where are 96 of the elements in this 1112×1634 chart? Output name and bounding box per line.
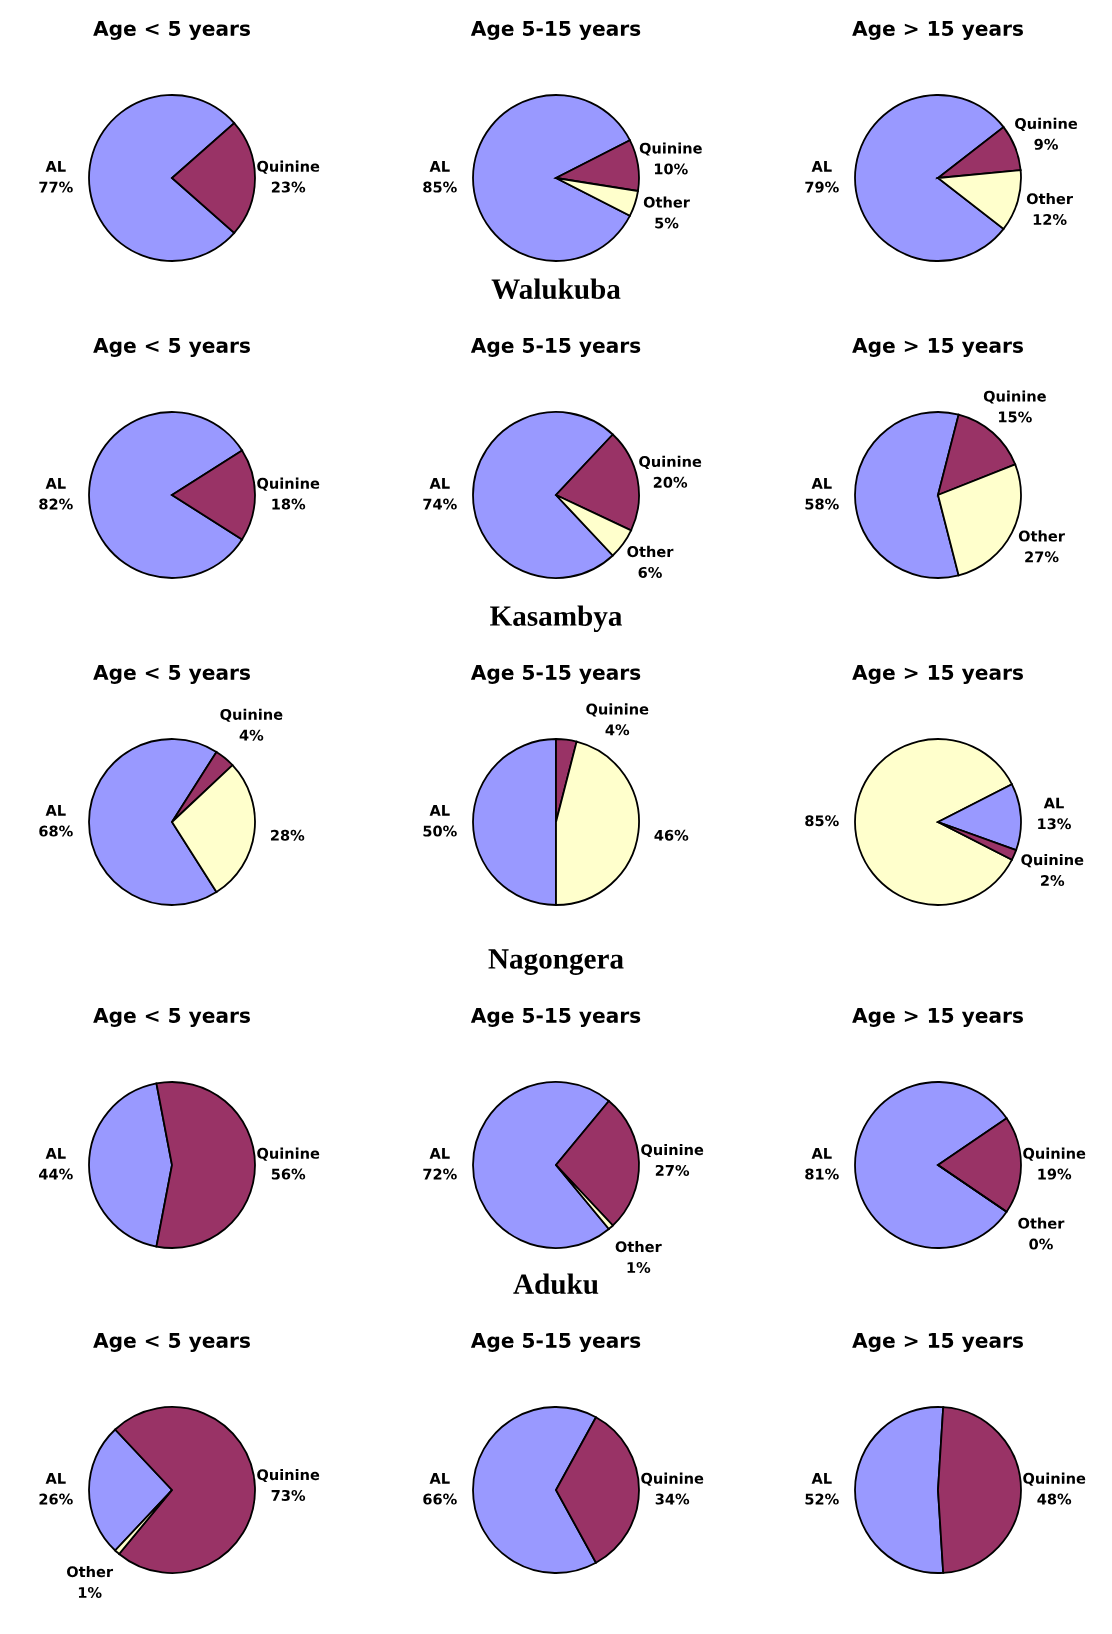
data-label: 85% xyxy=(423,181,457,193)
data-label: 72% xyxy=(423,1168,457,1180)
data-label: 68% xyxy=(39,825,73,837)
slice-label: Quinine xyxy=(639,142,702,156)
slice-label: Quinine xyxy=(1023,1147,1086,1161)
slice-label: Quinine xyxy=(257,1147,320,1161)
slice-label: Other xyxy=(1018,530,1065,542)
chart-title: Age < 5 years xyxy=(93,337,250,358)
chart-title: Age 5-15 years xyxy=(470,1007,641,1028)
data-label: 1% xyxy=(78,1586,102,1598)
chart-title: Age > 15 years xyxy=(852,1332,1023,1353)
data-label: 23% xyxy=(271,181,306,193)
chart-title: Age < 5 years xyxy=(93,1332,250,1353)
data-label: 10% xyxy=(654,163,688,175)
slice-label: Quinine xyxy=(220,708,283,722)
slice-label: AL xyxy=(429,161,450,172)
data-label: 77% xyxy=(39,181,73,193)
slice-label: AL xyxy=(429,1473,450,1484)
data-label: 5% xyxy=(655,217,679,229)
slice-label: AL xyxy=(811,1148,832,1159)
slice-label: AL xyxy=(45,161,66,172)
data-label: 48% xyxy=(1037,1493,1072,1505)
data-label: 74% xyxy=(423,498,457,510)
data-label: 9% xyxy=(1034,138,1058,150)
slice-label: AL xyxy=(811,1473,832,1484)
slice-label: Quinine xyxy=(1023,1472,1086,1486)
text: Aduku xyxy=(513,1273,599,1295)
data-label: 85% xyxy=(805,815,839,827)
slice-label: AL xyxy=(45,1473,66,1484)
chart-title: Age < 5 years xyxy=(93,1007,250,1028)
data-label: 18% xyxy=(272,498,306,510)
text: Walukuba xyxy=(491,278,621,300)
text: 0% xyxy=(1029,1238,1053,1250)
data-label: 27% xyxy=(655,1164,690,1176)
data-label: 81% xyxy=(805,1168,839,1180)
data-label: 79% xyxy=(805,181,839,193)
data-label: 19% xyxy=(1038,1168,1072,1180)
slice-label: Quinine xyxy=(641,1143,704,1158)
slice-label: Other xyxy=(627,545,674,558)
slice-label: Quinine xyxy=(257,1468,320,1483)
data-label: 28% xyxy=(270,829,305,841)
text: Nagongera xyxy=(488,949,624,975)
chart-title: Age > 15 years xyxy=(852,1007,1023,1028)
text: Kasambya xyxy=(490,605,622,632)
slice-label: Quinine xyxy=(257,477,320,491)
slice-label: Quinine xyxy=(586,703,649,717)
chart-title: Age > 15 years xyxy=(852,664,1023,685)
slice-label: Other xyxy=(66,1565,114,1578)
slice-label: Other xyxy=(615,1240,662,1253)
slice-label: AL xyxy=(429,805,450,816)
slice-label: Other xyxy=(643,196,690,208)
slice-label: AL xyxy=(811,161,832,172)
slice-label: AL xyxy=(45,1148,66,1159)
data-label: 44% xyxy=(39,1168,73,1180)
slice-label: AL xyxy=(429,478,450,489)
chart-title: Age 5-15 years xyxy=(470,337,641,358)
chart-title: Age > 15 years xyxy=(852,20,1023,41)
slice-label: Other xyxy=(1026,192,1073,205)
data-label: 12% xyxy=(1033,214,1067,226)
slice-label: AL xyxy=(45,478,66,489)
data-label: 34% xyxy=(655,1493,690,1505)
chart-title: Age < 5 years xyxy=(93,664,250,685)
slice-label: AL xyxy=(1043,797,1064,809)
data-label: 26% xyxy=(39,1493,73,1505)
data-label: 27% xyxy=(1025,551,1059,563)
data-label: 13% xyxy=(1038,818,1071,830)
data-label: 6% xyxy=(638,566,662,578)
chart-title: Age > 15 years xyxy=(852,337,1023,358)
data-label: 2% xyxy=(1041,875,1065,887)
data-label: 4% xyxy=(605,724,630,736)
slice-label: AL xyxy=(429,1148,450,1159)
data-label: 66% xyxy=(423,1493,457,1505)
slice-label: Quinine xyxy=(1015,117,1078,131)
data-label: 4% xyxy=(239,729,264,741)
data-label: 73% xyxy=(271,1489,306,1501)
data-label: 20% xyxy=(653,476,688,488)
slice-label: AL xyxy=(45,805,66,816)
data-label: 56% xyxy=(271,1168,306,1180)
data-label: 1% xyxy=(627,1261,651,1273)
slice-label: Quinine xyxy=(983,390,1046,404)
chart-title: Age 5-15 years xyxy=(470,1332,641,1353)
chart-title: Age 5-15 years xyxy=(470,664,641,685)
data-label: 82% xyxy=(39,498,73,510)
data-label: 50% xyxy=(423,825,457,837)
chart-title: Age 5-15 years xyxy=(470,20,641,41)
data-label: 58% xyxy=(805,498,839,510)
data-label: 15% xyxy=(999,411,1032,423)
slice-label: Quinine xyxy=(1021,854,1084,868)
category-label: Other xyxy=(1018,1217,1065,1229)
data-label: 46% xyxy=(654,829,689,841)
slice-label: Quinine xyxy=(257,160,320,174)
data-label: 52% xyxy=(805,1493,839,1505)
slice-label: AL xyxy=(811,478,832,489)
chart-title: Age < 5 years xyxy=(93,20,250,41)
slice-label: Quinine xyxy=(639,455,702,469)
slice-label: Quinine xyxy=(641,1472,704,1486)
